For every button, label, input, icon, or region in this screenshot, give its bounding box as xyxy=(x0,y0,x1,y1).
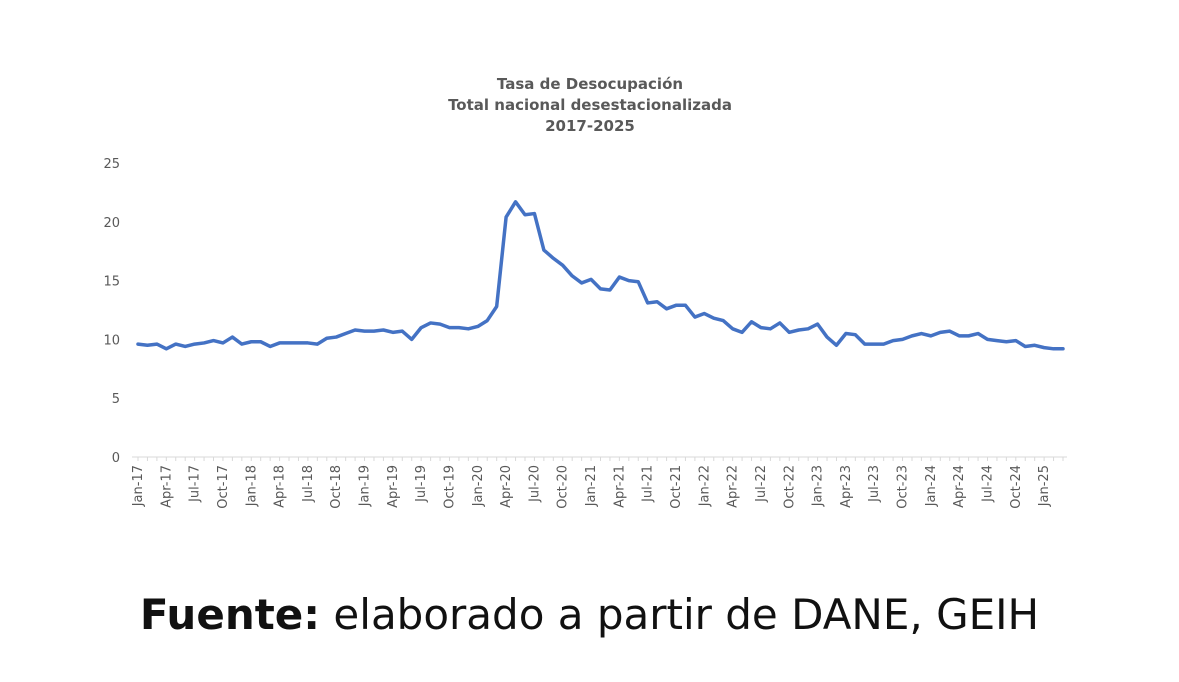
y-tick-label: 20 xyxy=(103,216,120,231)
x-tick-label: Oct-20 xyxy=(556,465,571,509)
x-tick-label: Jul-21 xyxy=(641,465,656,503)
x-tick-label: Jan-25 xyxy=(1037,465,1052,507)
y-tick-label: 0 xyxy=(112,451,120,466)
x-tick-label: Jan-19 xyxy=(358,465,373,507)
x-tick-label: Jan-22 xyxy=(697,465,712,507)
y-tick-label: 10 xyxy=(103,333,120,348)
x-tick-label: Oct-23 xyxy=(896,465,911,509)
x-tick-label: Jul-23 xyxy=(867,465,882,503)
x-tick-label: Jan-17 xyxy=(131,465,146,507)
x-tick-label: Jul-24 xyxy=(980,465,995,503)
x-tick-label: Oct-21 xyxy=(669,465,684,509)
y-tick-label: 25 xyxy=(103,157,120,172)
x-tick-label: Jan-20 xyxy=(471,465,486,507)
x-tick-label: Oct-18 xyxy=(329,465,344,509)
x-tick-label: Apr-24 xyxy=(952,465,967,508)
x-tick-label: Jan-18 xyxy=(244,465,259,507)
source-note: Fuente: elaborado a partir de DANE, GEIH xyxy=(0,590,1179,639)
chart-title-line-1: Tasa de Desocupación xyxy=(497,75,683,93)
x-tick-label: Oct-19 xyxy=(442,465,457,509)
x-tick-label: Oct-17 xyxy=(216,465,231,509)
unemployment-line-chart: Tasa de Desocupación Total nacional dese… xyxy=(103,75,1067,509)
source-text: elaborado a partir de DANE, GEIH xyxy=(320,590,1040,639)
x-tick-label: Apr-19 xyxy=(386,465,401,508)
y-tick-label: 5 xyxy=(112,392,120,407)
chart-title-line-2: Total nacional desestacionalizada xyxy=(448,96,732,114)
x-tick-label: Jul-22 xyxy=(754,465,769,503)
chart-title-line-3: 2017-2025 xyxy=(545,117,635,135)
x-tick-label: Jan-21 xyxy=(584,465,599,507)
x-tick-label: Apr-22 xyxy=(726,465,741,508)
y-axis-tick-labels: 0 5 10 15 20 25 xyxy=(103,157,120,466)
x-tick-label: Apr-20 xyxy=(499,465,514,508)
source-label: Fuente: xyxy=(139,590,321,639)
x-axis-ticks xyxy=(137,457,1064,461)
x-tick-label: Jan-24 xyxy=(924,465,939,507)
unemployment-rate-series-line xyxy=(136,200,1065,351)
y-tick-label: 15 xyxy=(103,275,120,290)
x-tick-label: Jul-20 xyxy=(527,465,542,503)
x-tick-label: Oct-24 xyxy=(1009,465,1024,509)
x-tick-label: Jul-19 xyxy=(414,465,429,503)
x-tick-label: Oct-22 xyxy=(782,465,797,509)
x-tick-label: Jul-17 xyxy=(188,465,203,503)
x-axis-tick-labels: Jan-17 Apr-17 Jul-17 Oct-17 Jan-18 Apr-18 Jul-… xyxy=(131,465,1052,509)
x-tick-label: Apr-17 xyxy=(159,465,174,508)
x-tick-label: Jul-18 xyxy=(301,465,316,503)
x-tick-label: Apr-23 xyxy=(839,465,854,508)
x-tick-label: Jan-23 xyxy=(811,465,826,507)
x-tick-label: Apr-21 xyxy=(612,465,627,508)
x-tick-label: Apr-18 xyxy=(273,465,288,508)
